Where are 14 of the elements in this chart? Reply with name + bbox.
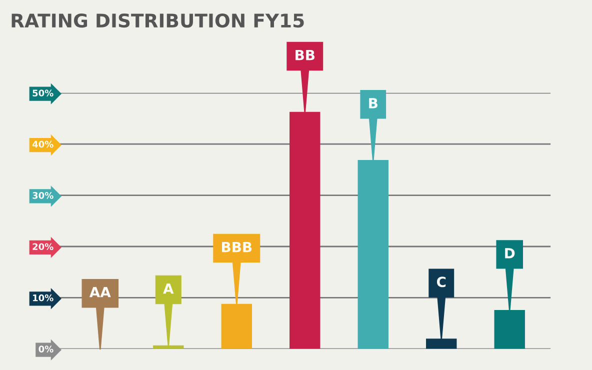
x-tick-label: C xyxy=(436,276,446,288)
y-tick-label: 20% xyxy=(32,243,54,250)
y-tick-label: 0% xyxy=(38,346,54,352)
x-tick-label: B xyxy=(369,98,378,108)
chart-title: RATING DISTRIBUTION FY15 xyxy=(12,13,304,28)
x-tick-label: AA xyxy=(89,287,111,298)
y-tick-label: 30% xyxy=(32,192,54,199)
x-tick-label: D xyxy=(505,248,515,258)
x-tick-label: A xyxy=(163,283,174,294)
x-tick-label: BB xyxy=(296,50,314,60)
y-tick-label: 10% xyxy=(33,294,54,302)
x-tick-label: BBB xyxy=(222,242,252,252)
y-tick-label: 40% xyxy=(32,140,54,148)
y-tick-label: 50% xyxy=(32,90,54,96)
